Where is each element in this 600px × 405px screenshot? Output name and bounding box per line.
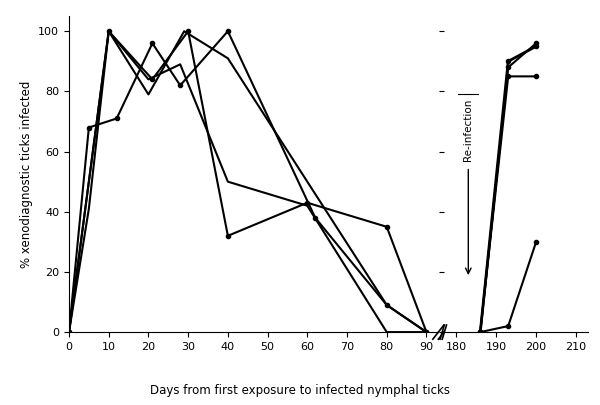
Text: Days from first exposure to infected nymphal ticks: Days from first exposure to infected nym…	[150, 384, 450, 397]
Y-axis label: % xenodiagnostic ticks infected: % xenodiagnostic ticks infected	[20, 81, 33, 268]
Text: Re-infection: Re-infection	[463, 98, 473, 161]
